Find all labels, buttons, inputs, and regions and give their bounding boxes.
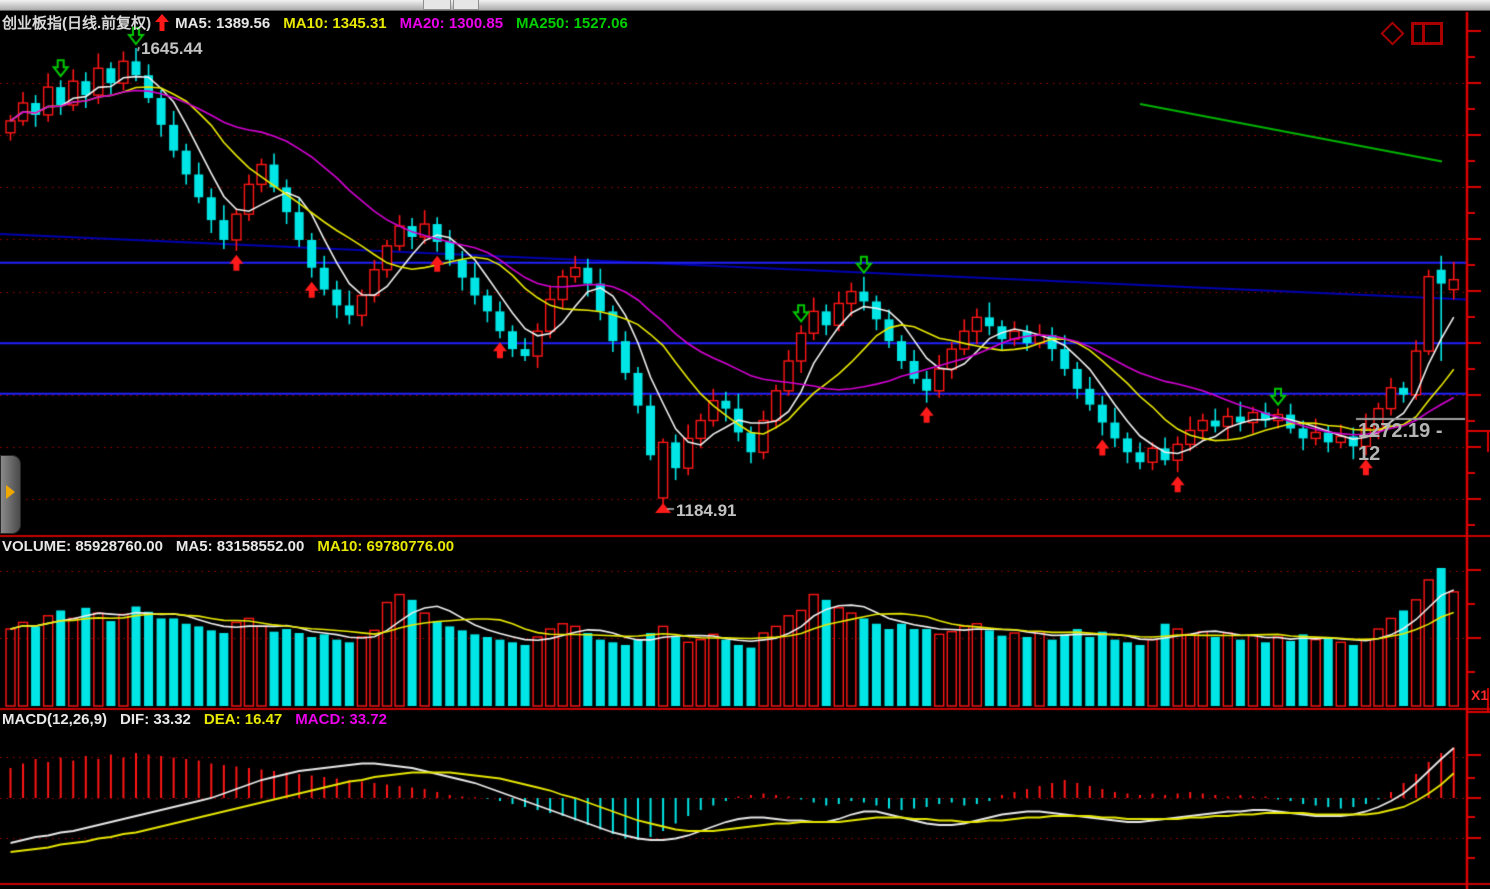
toolbar-tab[interactable] [423, 0, 451, 10]
ma250-value: MA250: 1527.06 [516, 15, 628, 32]
main-chart-header: 创业板指(日线.前复权) MA5: 1389.56 MA10: 1345.31 MA2… [2, 12, 641, 33]
toolbar-tab[interactable] [453, 0, 479, 10]
window-split-divider [1422, 25, 1425, 42]
dea-value: DEA: 16.47 [203, 711, 283, 728]
ma20-value: MA20: 1300.85 [399, 15, 504, 32]
window-split-icon[interactable] [1411, 22, 1443, 45]
toolbar-bottom-edge [0, 0, 1490, 11]
dif-value: DIF: 33.32 [120, 711, 191, 728]
macd-header: MACD(12,26,9) DIF: 33.32 DEA: 16.47 MACD: 3… [2, 711, 400, 728]
up-arrow-icon [155, 14, 170, 31]
macd-value: MACD: 33.72 [295, 711, 387, 728]
macd-name: MACD(12,26,9) [2, 711, 108, 728]
sidebar-expand-handle[interactable] [0, 455, 21, 534]
ma5-value: MA5: 1389.56 [175, 15, 271, 32]
instrument-title: 创业板指(日线.前复权) [2, 15, 152, 32]
peak-price-label: 1645.44 [141, 39, 203, 58]
crosshair-price-label: 1272.19 - 12 [1358, 420, 1443, 465]
pane-scale-tag: X1 [1471, 687, 1489, 703]
volume-value: VOLUME: 85928760.00 [2, 538, 163, 555]
volume-header: VOLUME: 85928760.00 MA5: 83158552.00 MA10:… [2, 538, 467, 555]
ma10-value: MA10: 1345.31 [283, 15, 387, 32]
trough-price-label: 1184.91 [676, 501, 737, 520]
expand-arrow-icon [6, 485, 15, 499]
volume-ma5-value: MA5: 83158552.00 [175, 538, 305, 555]
volume-ma10-value: MA10: 69780776.00 [317, 538, 455, 555]
